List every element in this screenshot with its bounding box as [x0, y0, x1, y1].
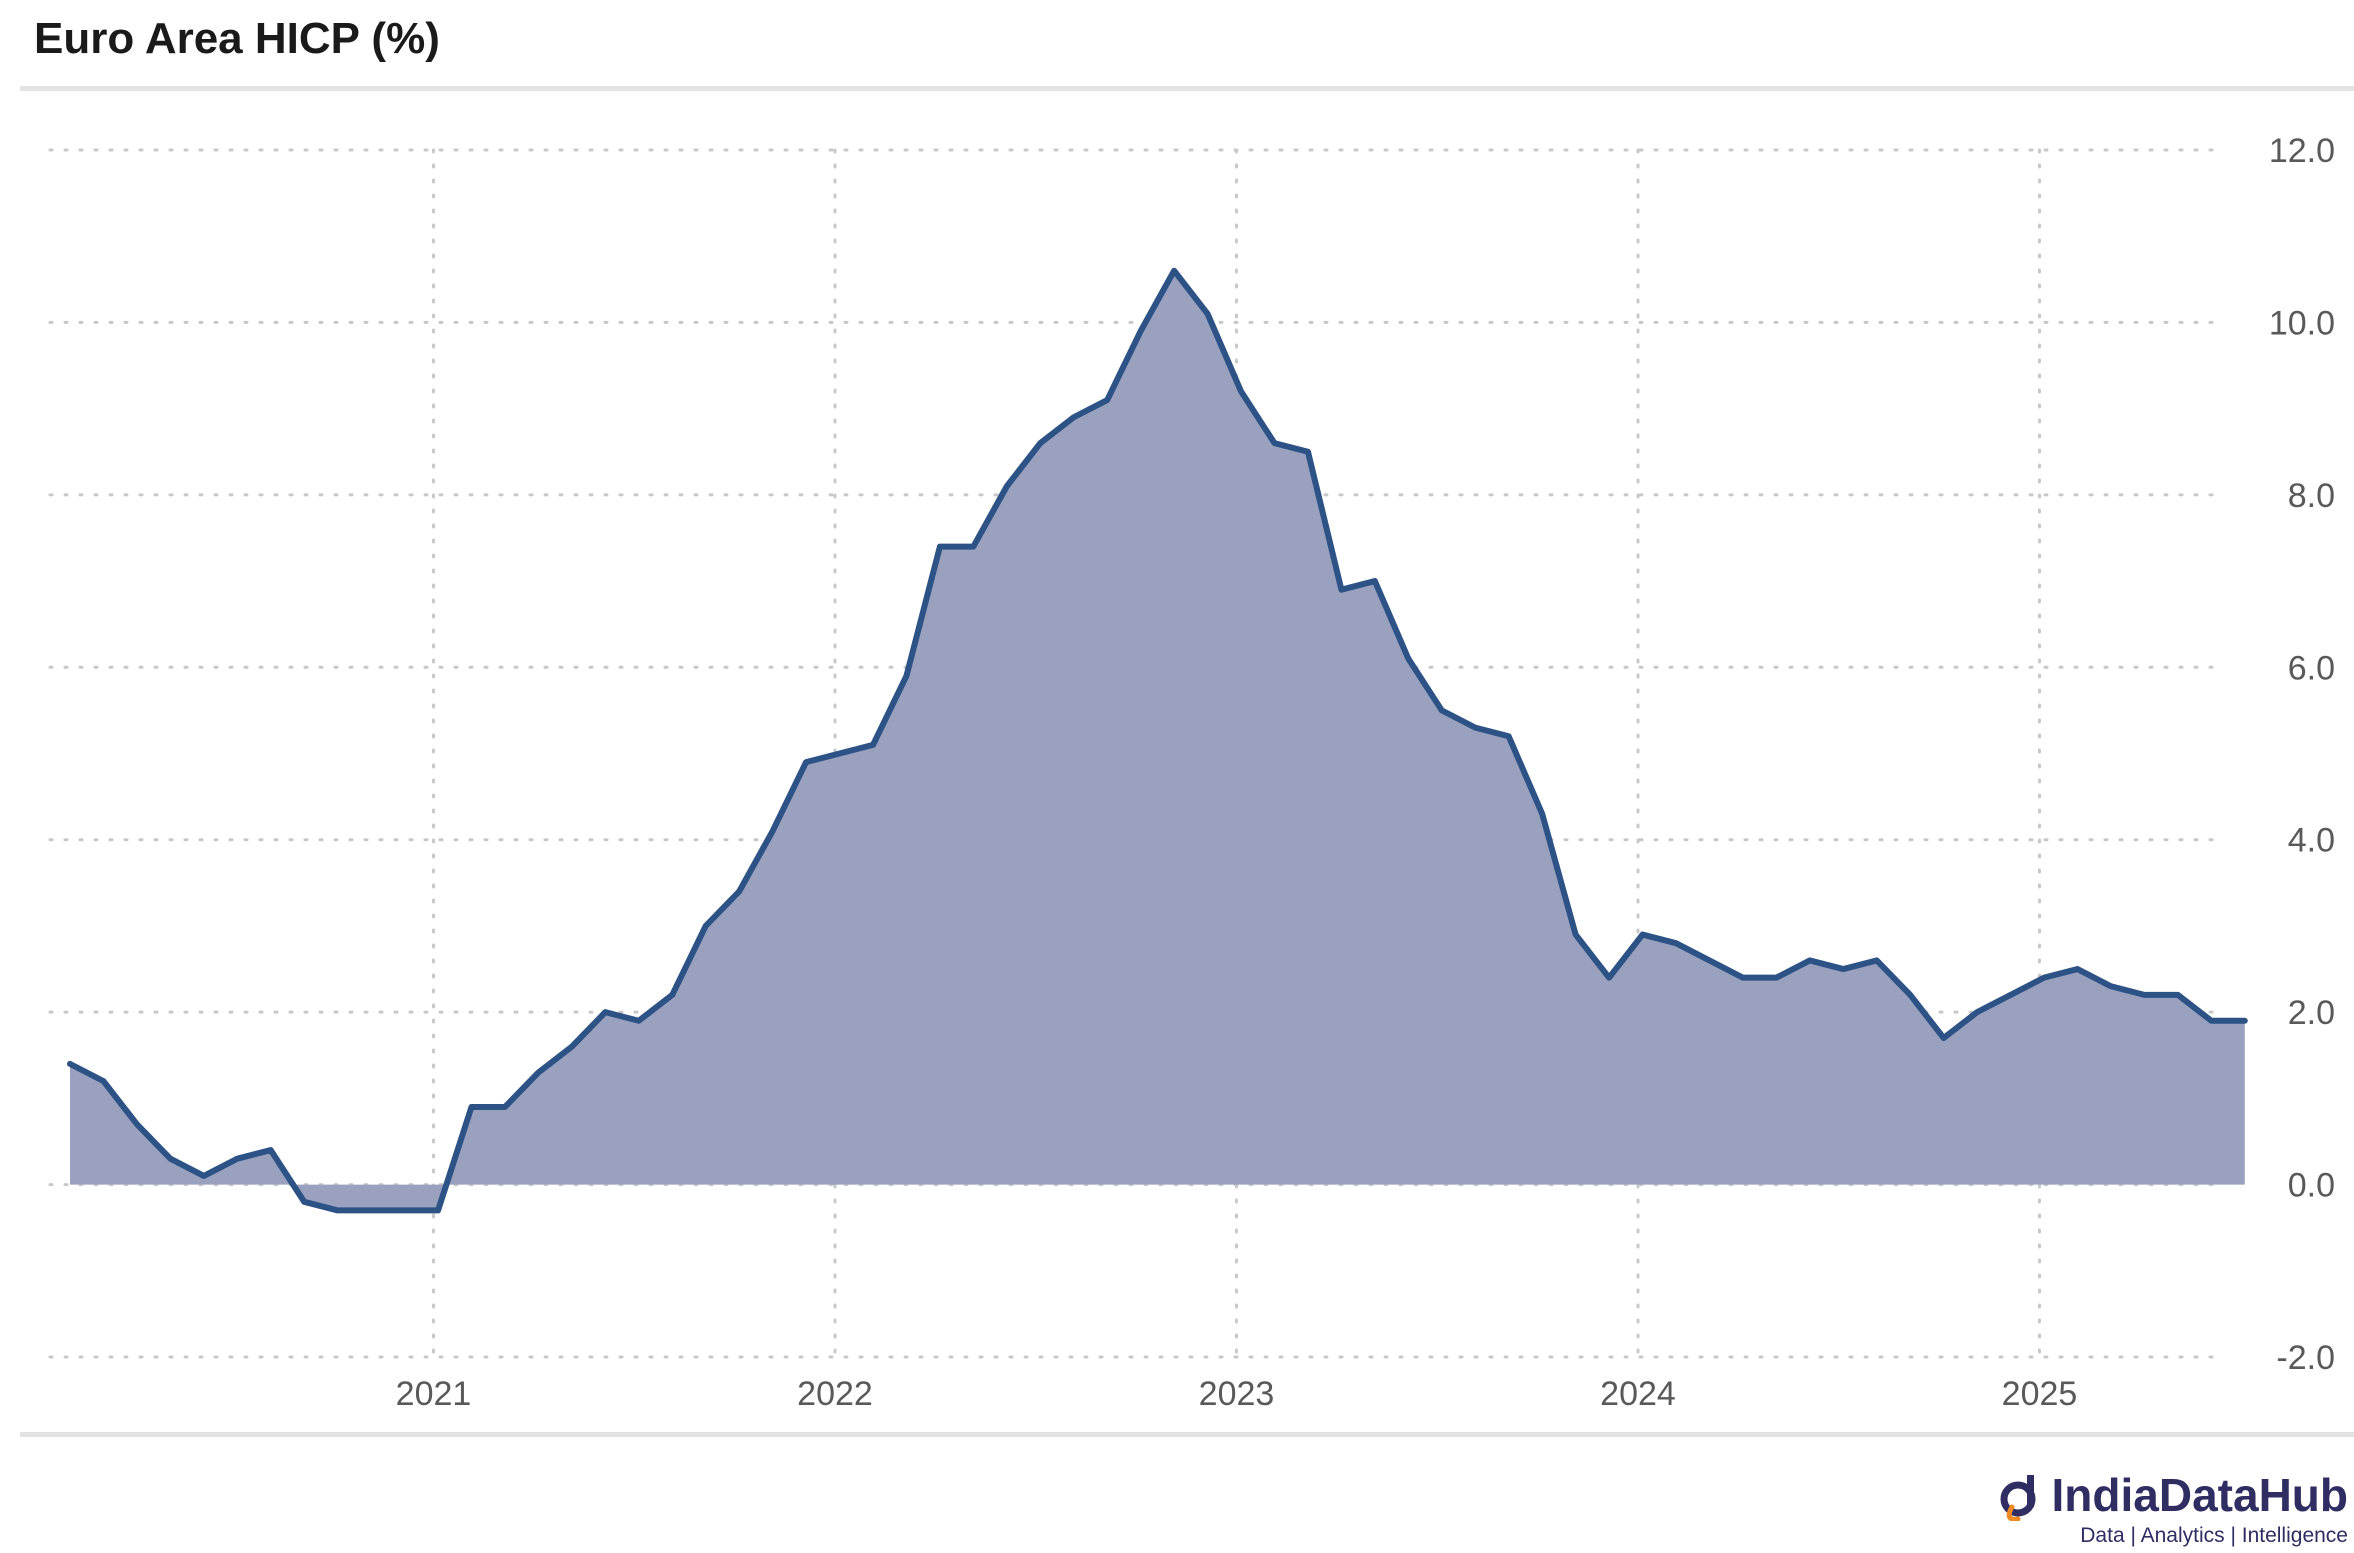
y-tick-label: 2.0: [2288, 994, 2335, 1032]
series-line: [67, 267, 2248, 1214]
area-layer: [67, 267, 2248, 1214]
x-tick-label: 2024: [1600, 1375, 1676, 1413]
y-tick-label: 10.0: [2269, 304, 2335, 342]
series-area: [70, 270, 2245, 1211]
x-tick-label: 2025: [2002, 1375, 2078, 1413]
indiadatahub-logo-icon: [2000, 1475, 2036, 1521]
brand-block[interactable]: IndiaDataHub Data | Analytics | Intellig…: [1998, 1468, 2348, 1548]
footer-divider: [20, 1432, 2354, 1437]
y-axis-ticks: 12.0 10.0 8.0 6.0 4.0 2.0 0.0 -2.0: [2269, 132, 2335, 1377]
y-tick-label: 12.0: [2269, 132, 2335, 170]
brand-name: IndiaDataHub: [2051, 1469, 2348, 1521]
header-divider: [20, 86, 2354, 91]
y-tick-label: 4.0: [2288, 822, 2335, 860]
y-tick-label: 0.0: [2288, 1167, 2335, 1205]
x-tick-label: 2021: [396, 1375, 472, 1413]
x-axis-ticks: 2021 2022 2023 2024 2025: [396, 1375, 2078, 1413]
y-tick-label: 6.0: [2288, 649, 2335, 687]
y-tick-label: 8.0: [2288, 477, 2335, 515]
area-chart: 12.0 10.0 8.0 6.0 4.0 2.0 0.0 -2.0 2021 2022 2023…: [48, 132, 2335, 1413]
x-tick-label: 2023: [1199, 1375, 1275, 1413]
chart-title: Euro Area HICP (%): [34, 14, 440, 63]
y-tick-label: -2.0: [2276, 1339, 2335, 1377]
x-tick-label: 2022: [797, 1375, 873, 1413]
brand-tagline: Data | Analytics | Intelligence: [2080, 1524, 2348, 1547]
